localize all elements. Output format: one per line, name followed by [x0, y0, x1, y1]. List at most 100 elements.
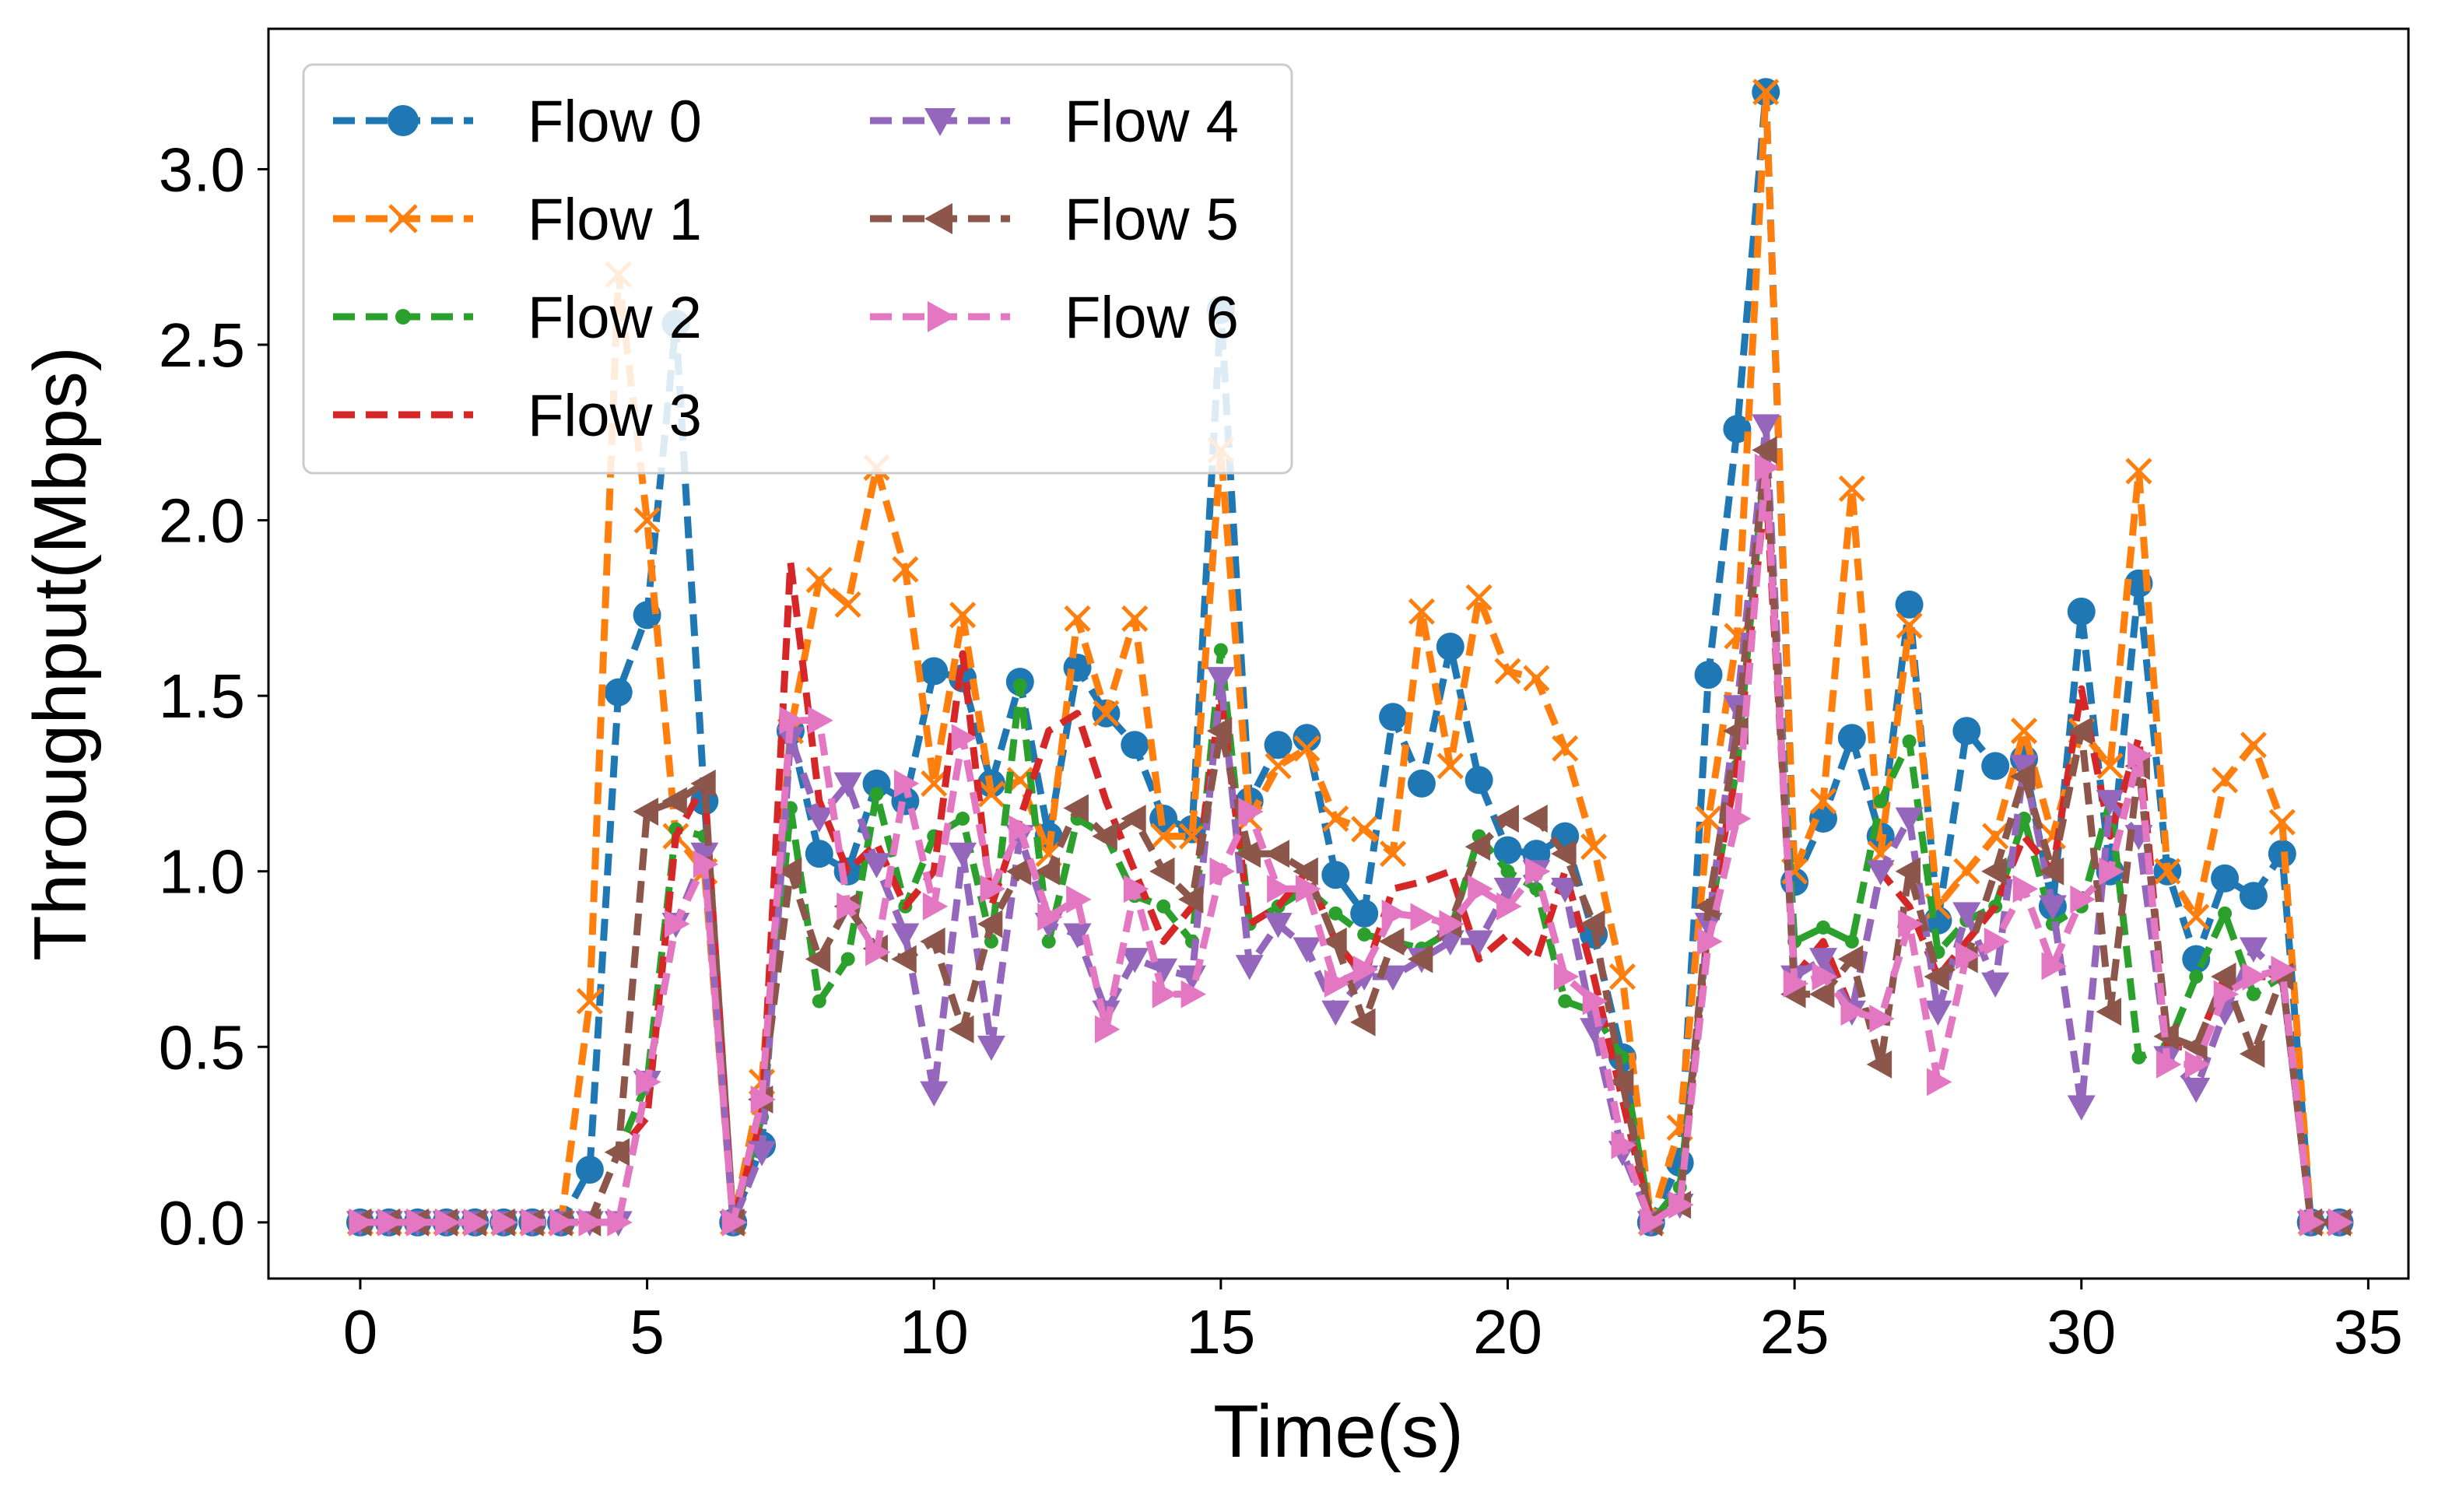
- axes: 0 5 10 15 20 25 30 35 0.0 0.5 1.0 1.5 2.0 2.5 3.0: [159, 27, 2410, 1366]
- data-point-4-39: [1465, 930, 1493, 956]
- data-point-1-37: [1408, 598, 1435, 625]
- legend-marker-4: [924, 108, 956, 136]
- data-point-2-66: [2246, 987, 2261, 1002]
- data-point-4-55: [1924, 1000, 1952, 1026]
- data-point-5-16: [805, 945, 831, 974]
- data-point-1-27: [1121, 605, 1149, 632]
- series-line-3: [360, 482, 2340, 1226]
- data-point-6-27: [1123, 875, 1149, 903]
- data-point-6-62: [2128, 741, 2153, 770]
- data-point-6-29: [1180, 980, 1206, 1009]
- legend-item-0: Flow 0: [333, 89, 702, 155]
- data-point-4-27: [1121, 948, 1149, 974]
- data-point-6-50: [1783, 970, 1809, 998]
- series-line-6: [360, 464, 2340, 1226]
- legend-box: [302, 63, 1293, 475]
- x-tick-label-2: 10: [900, 1297, 969, 1366]
- data-point-6-65: [2213, 980, 2240, 1009]
- data-point-6-48: [1725, 805, 1752, 833]
- data-point-4-16: [805, 807, 833, 833]
- data-point-2-34: [1328, 906, 1343, 921]
- data-point-6-12: [693, 850, 719, 879]
- data-point-6-41: [1524, 857, 1551, 886]
- data-point-1-43: [1580, 833, 1608, 861]
- data-point-6-63: [2156, 1050, 2182, 1079]
- axes-frame: [267, 27, 2410, 1280]
- series-line-2: [360, 446, 2340, 1226]
- data-point-5-58: [2010, 762, 2036, 791]
- data-point-6-25: [1066, 885, 1092, 914]
- data-point-4-34: [1321, 1000, 1350, 1026]
- legend-label-2: Flow 2: [528, 285, 702, 351]
- data-point-5-25: [1063, 794, 1089, 823]
- data-point-0-37: [1407, 769, 1436, 798]
- data-point-6-64: [2184, 1050, 2211, 1079]
- data-point-4-14: [748, 1141, 777, 1166]
- data-point-4-66: [2239, 937, 2268, 963]
- data-point-1-65: [2212, 767, 2239, 794]
- data-point-1-64: [2183, 903, 2210, 931]
- y-tick-label-6: 3.0: [159, 135, 245, 204]
- data-point-6-5: [492, 1208, 518, 1237]
- data-point-6-58: [2012, 875, 2039, 903]
- data-point-1-67: [2268, 809, 2296, 836]
- data-point-5-33: [1293, 857, 1318, 886]
- data-point-1-34: [1322, 805, 1349, 833]
- data-point-2-24: [1041, 934, 1056, 949]
- data-point-6-40: [1496, 892, 1522, 921]
- data-point-0-32: [1264, 731, 1293, 760]
- data-point-1-28: [1150, 823, 1177, 850]
- legend: Flow 0 Flow 1 Flow 2 Flow 3 Flow 4 Flow 5 Flow…: [302, 63, 1293, 475]
- data-point-1-38: [1436, 752, 1464, 780]
- data-point-4-19: [891, 923, 920, 949]
- data-point-5-31: [1235, 840, 1261, 868]
- legend-label-0: Flow 0: [528, 89, 702, 155]
- data-point-1-54: [1896, 612, 1923, 639]
- data-point-6-20: [922, 892, 949, 921]
- data-point-0-34: [1321, 861, 1350, 889]
- data-point-1-22: [977, 781, 1005, 808]
- x-tick-label-7: 35: [2334, 1297, 2403, 1366]
- data-point-5-41: [1522, 805, 1548, 833]
- data-point-5-24: [1034, 857, 1061, 886]
- data-point-6-0: [349, 1208, 374, 1237]
- data-point-6-6: [521, 1208, 547, 1237]
- data-point-5-30: [1206, 717, 1233, 745]
- data-point-1-58: [2010, 717, 2038, 745]
- data-point-6-36: [1381, 899, 1408, 928]
- data-point-6-35: [1352, 956, 1379, 984]
- data-point-5-23: [1005, 857, 1032, 886]
- data-point-6-23: [1009, 815, 1034, 844]
- data-point-6-46: [1668, 1191, 1694, 1219]
- data-point-6-51: [1812, 963, 1837, 991]
- data-point-5-27: [1121, 805, 1146, 833]
- series-3: [360, 482, 2340, 1226]
- data-point-5-28: [1149, 857, 1175, 886]
- data-point-0-36: [1379, 703, 1408, 731]
- data-point-6-13: [721, 1208, 748, 1237]
- data-point-1-39: [1465, 584, 1493, 611]
- data-point-2-53: [1873, 794, 1888, 809]
- data-point-1-10: [633, 507, 661, 534]
- data-point-6-69: [2328, 1208, 2354, 1237]
- data-point-4-17: [833, 772, 862, 798]
- data-point-4-51: [1808, 948, 1837, 974]
- data-point-6-34: [1324, 970, 1350, 998]
- data-point-1-56: [1953, 858, 1980, 885]
- series-line-0: [360, 88, 2340, 1226]
- legend-label-6: Flow 6: [1065, 285, 1239, 351]
- data-point-1-41: [1523, 665, 1550, 692]
- data-point-2-30: [1213, 643, 1228, 658]
- data-point-2-64: [2189, 970, 2204, 984]
- data-point-6-16: [808, 706, 833, 735]
- data-point-0-54: [1895, 590, 1924, 619]
- legend-label-1: Flow 1: [528, 187, 702, 253]
- data-point-0-52: [1837, 724, 1866, 752]
- data-point-6-26: [1095, 1015, 1121, 1044]
- data-point-1-17: [834, 591, 861, 618]
- data-point-2-40: [1500, 864, 1515, 879]
- data-point-1-51: [1809, 788, 1837, 815]
- data-point-5-54: [1895, 857, 1921, 886]
- data-point-4-49: [1752, 414, 1780, 440]
- data-point-6-17: [837, 892, 862, 921]
